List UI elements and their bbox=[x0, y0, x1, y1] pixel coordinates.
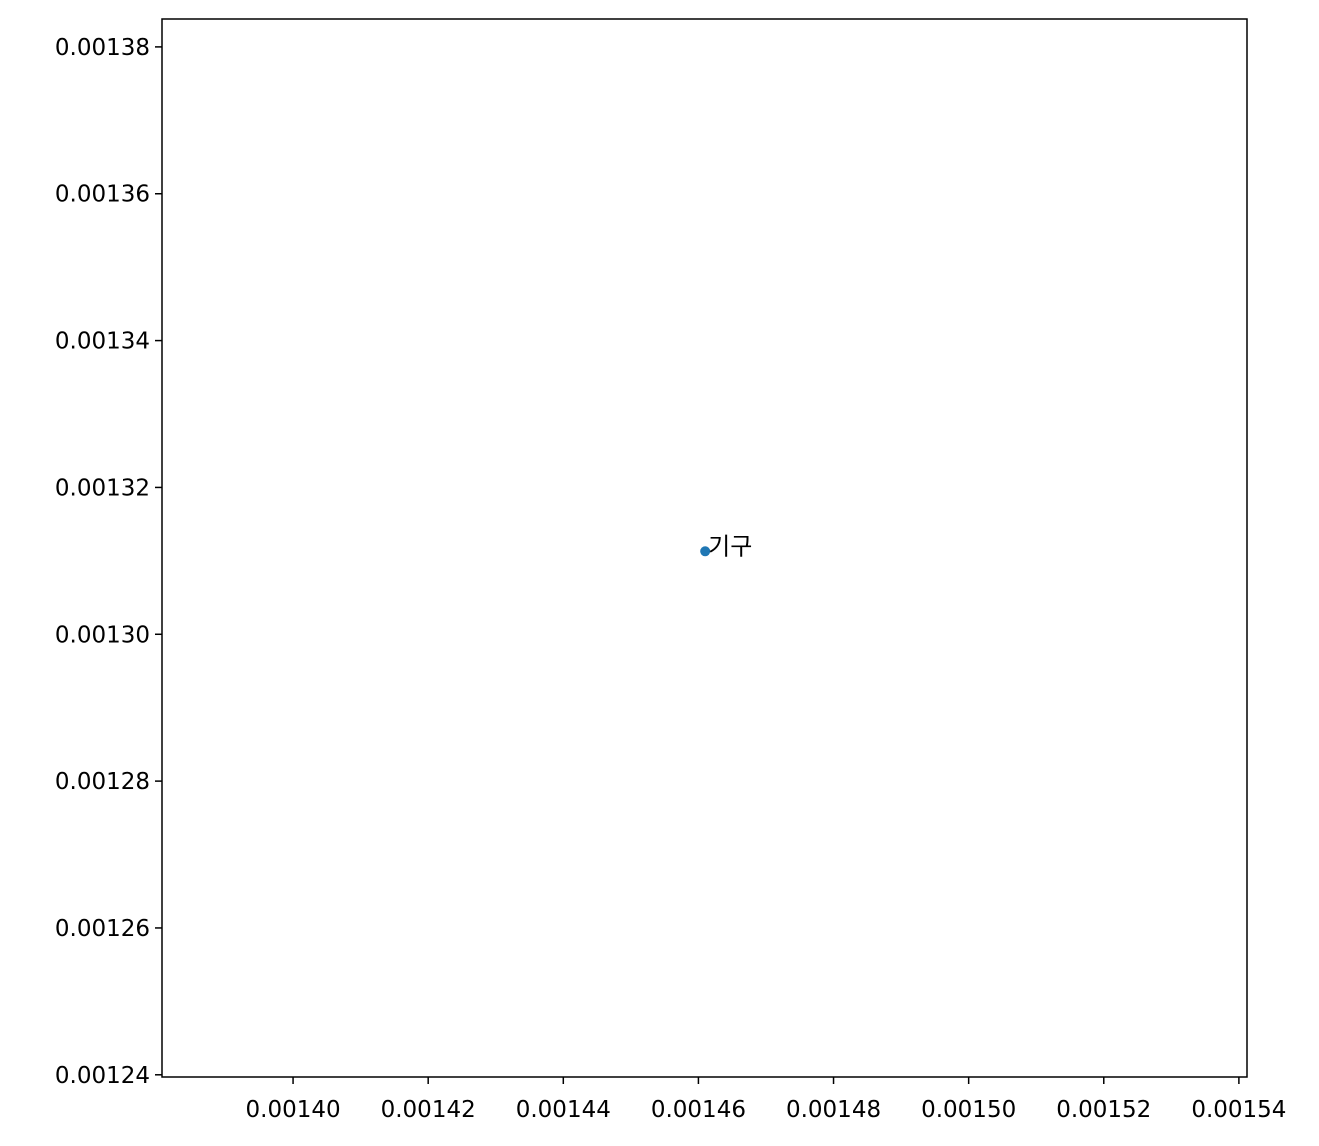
y-tick-label: 0.00138 bbox=[55, 35, 150, 61]
x-tick-label: 0.00152 bbox=[1056, 1097, 1151, 1123]
point-labels: 기구 bbox=[708, 532, 752, 560]
y-tick-label: 0.00128 bbox=[55, 769, 150, 795]
point-label: 기구 bbox=[708, 532, 752, 560]
y-tick-label: 0.00132 bbox=[55, 475, 150, 501]
x-tick-label: 0.00154 bbox=[1191, 1097, 1286, 1123]
y-tick-label: 0.00136 bbox=[55, 182, 150, 208]
y-axis: 0.00124 0.00126 0.00128 0.00130 0.00132 0.001… bbox=[55, 35, 162, 1089]
x-tick-label: 0.00146 bbox=[651, 1097, 746, 1123]
x-tick-label: 0.00150 bbox=[921, 1097, 1016, 1123]
x-tick-label: 0.00140 bbox=[246, 1097, 341, 1123]
y-tick-label: 0.00126 bbox=[55, 916, 150, 942]
x-tick-label: 0.00142 bbox=[381, 1097, 476, 1123]
y-tick-label: 0.00134 bbox=[55, 329, 150, 355]
y-tick-label: 0.00124 bbox=[55, 1063, 150, 1089]
y-tick-label: 0.00130 bbox=[55, 622, 150, 648]
scatter-point bbox=[700, 546, 711, 557]
x-tick-label: 0.00144 bbox=[516, 1097, 611, 1123]
data-points bbox=[700, 546, 711, 557]
x-tick-label: 0.00148 bbox=[786, 1097, 881, 1123]
x-axis: 0.00140 0.00142 0.00144 0.00146 0.00148 0.001… bbox=[246, 1077, 1286, 1123]
